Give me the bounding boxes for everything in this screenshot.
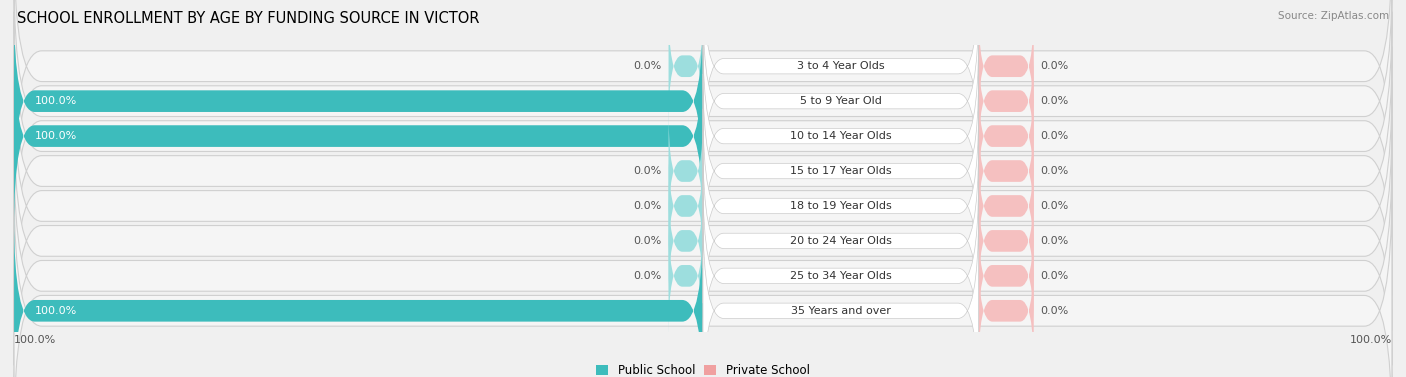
FancyBboxPatch shape: [14, 152, 1392, 377]
FancyBboxPatch shape: [979, 42, 1033, 160]
Text: 100.0%: 100.0%: [35, 306, 77, 316]
Text: 25 to 34 Year Olds: 25 to 34 Year Olds: [790, 271, 891, 281]
FancyBboxPatch shape: [669, 7, 703, 125]
Text: 0.0%: 0.0%: [634, 166, 662, 176]
FancyBboxPatch shape: [14, 47, 1392, 296]
Text: 100.0%: 100.0%: [35, 96, 77, 106]
FancyBboxPatch shape: [14, 0, 1392, 225]
FancyBboxPatch shape: [979, 77, 1033, 195]
Text: SCHOOL ENROLLMENT BY AGE BY FUNDING SOURCE IN VICTOR: SCHOOL ENROLLMENT BY AGE BY FUNDING SOUR…: [17, 11, 479, 26]
FancyBboxPatch shape: [669, 147, 703, 265]
FancyBboxPatch shape: [703, 144, 979, 338]
Text: 10 to 14 Year Olds: 10 to 14 Year Olds: [790, 131, 891, 141]
Text: 100.0%: 100.0%: [1350, 335, 1392, 345]
Text: 0.0%: 0.0%: [1040, 236, 1069, 246]
FancyBboxPatch shape: [14, 42, 703, 230]
FancyBboxPatch shape: [14, 12, 1392, 261]
FancyBboxPatch shape: [703, 74, 979, 268]
FancyBboxPatch shape: [703, 214, 979, 377]
FancyBboxPatch shape: [669, 182, 703, 300]
FancyBboxPatch shape: [703, 179, 979, 373]
Legend: Public School, Private School: Public School, Private School: [596, 365, 810, 377]
FancyBboxPatch shape: [979, 217, 1033, 335]
Text: 20 to 24 Year Olds: 20 to 24 Year Olds: [790, 236, 891, 246]
FancyBboxPatch shape: [979, 147, 1033, 265]
Text: 0.0%: 0.0%: [634, 201, 662, 211]
FancyBboxPatch shape: [14, 81, 1392, 330]
FancyBboxPatch shape: [14, 0, 1392, 191]
Text: 35 Years and over: 35 Years and over: [790, 306, 891, 316]
Text: 0.0%: 0.0%: [1040, 61, 1069, 71]
FancyBboxPatch shape: [669, 217, 703, 335]
FancyBboxPatch shape: [979, 112, 1033, 230]
Text: 0.0%: 0.0%: [634, 271, 662, 281]
FancyBboxPatch shape: [14, 116, 1392, 365]
Text: 100.0%: 100.0%: [14, 335, 56, 345]
FancyBboxPatch shape: [979, 7, 1033, 125]
Text: 0.0%: 0.0%: [1040, 271, 1069, 281]
Text: 0.0%: 0.0%: [1040, 166, 1069, 176]
FancyBboxPatch shape: [14, 186, 1392, 377]
FancyBboxPatch shape: [703, 109, 979, 303]
Text: 18 to 19 Year Olds: 18 to 19 Year Olds: [790, 201, 891, 211]
FancyBboxPatch shape: [14, 7, 703, 195]
Text: 0.0%: 0.0%: [1040, 131, 1069, 141]
FancyBboxPatch shape: [669, 112, 703, 230]
FancyBboxPatch shape: [14, 217, 703, 377]
Text: 5 to 9 Year Old: 5 to 9 Year Old: [800, 96, 882, 106]
Text: 3 to 4 Year Olds: 3 to 4 Year Olds: [797, 61, 884, 71]
Text: 0.0%: 0.0%: [634, 61, 662, 71]
Text: 100.0%: 100.0%: [35, 131, 77, 141]
FancyBboxPatch shape: [703, 4, 979, 198]
Text: 0.0%: 0.0%: [1040, 96, 1069, 106]
Text: 15 to 17 Year Olds: 15 to 17 Year Olds: [790, 166, 891, 176]
Text: 0.0%: 0.0%: [1040, 201, 1069, 211]
Text: Source: ZipAtlas.com: Source: ZipAtlas.com: [1278, 11, 1389, 21]
Text: 0.0%: 0.0%: [1040, 306, 1069, 316]
FancyBboxPatch shape: [979, 252, 1033, 370]
FancyBboxPatch shape: [703, 39, 979, 233]
Text: 0.0%: 0.0%: [634, 236, 662, 246]
FancyBboxPatch shape: [979, 182, 1033, 300]
FancyBboxPatch shape: [703, 0, 979, 163]
